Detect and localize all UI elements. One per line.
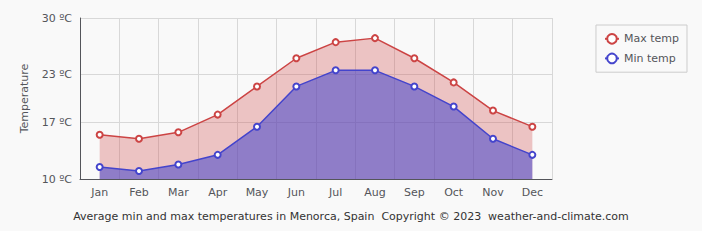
svg-text:Jul: Jul xyxy=(328,186,342,199)
svg-text:May: May xyxy=(246,186,269,199)
svg-text:Max temp: Max temp xyxy=(624,32,679,45)
svg-text:Oct: Oct xyxy=(444,186,464,199)
svg-text:Temperature: Temperature xyxy=(18,63,31,134)
svg-text:17 ºC: 17 ºC xyxy=(42,116,73,129)
svg-text:Jan: Jan xyxy=(90,186,108,199)
svg-text:Nov: Nov xyxy=(482,186,504,199)
svg-text:Feb: Feb xyxy=(129,186,148,199)
svg-text:Min temp: Min temp xyxy=(624,52,676,65)
svg-text:Dec: Dec xyxy=(522,186,543,199)
svg-text:Mar: Mar xyxy=(168,186,189,199)
svg-text:Aug: Aug xyxy=(364,186,385,199)
svg-text:30 ºC: 30 ºC xyxy=(42,12,73,25)
svg-text:23 ºC: 23 ºC xyxy=(42,68,73,81)
svg-text:Jun: Jun xyxy=(287,186,305,199)
svg-text:Apr: Apr xyxy=(208,186,228,199)
svg-text:10 ºC: 10 ºC xyxy=(42,173,73,186)
svg-text:Average min and max temperatur: Average min and max temperatures in Meno… xyxy=(73,210,629,223)
svg-text:Sep: Sep xyxy=(404,186,425,199)
